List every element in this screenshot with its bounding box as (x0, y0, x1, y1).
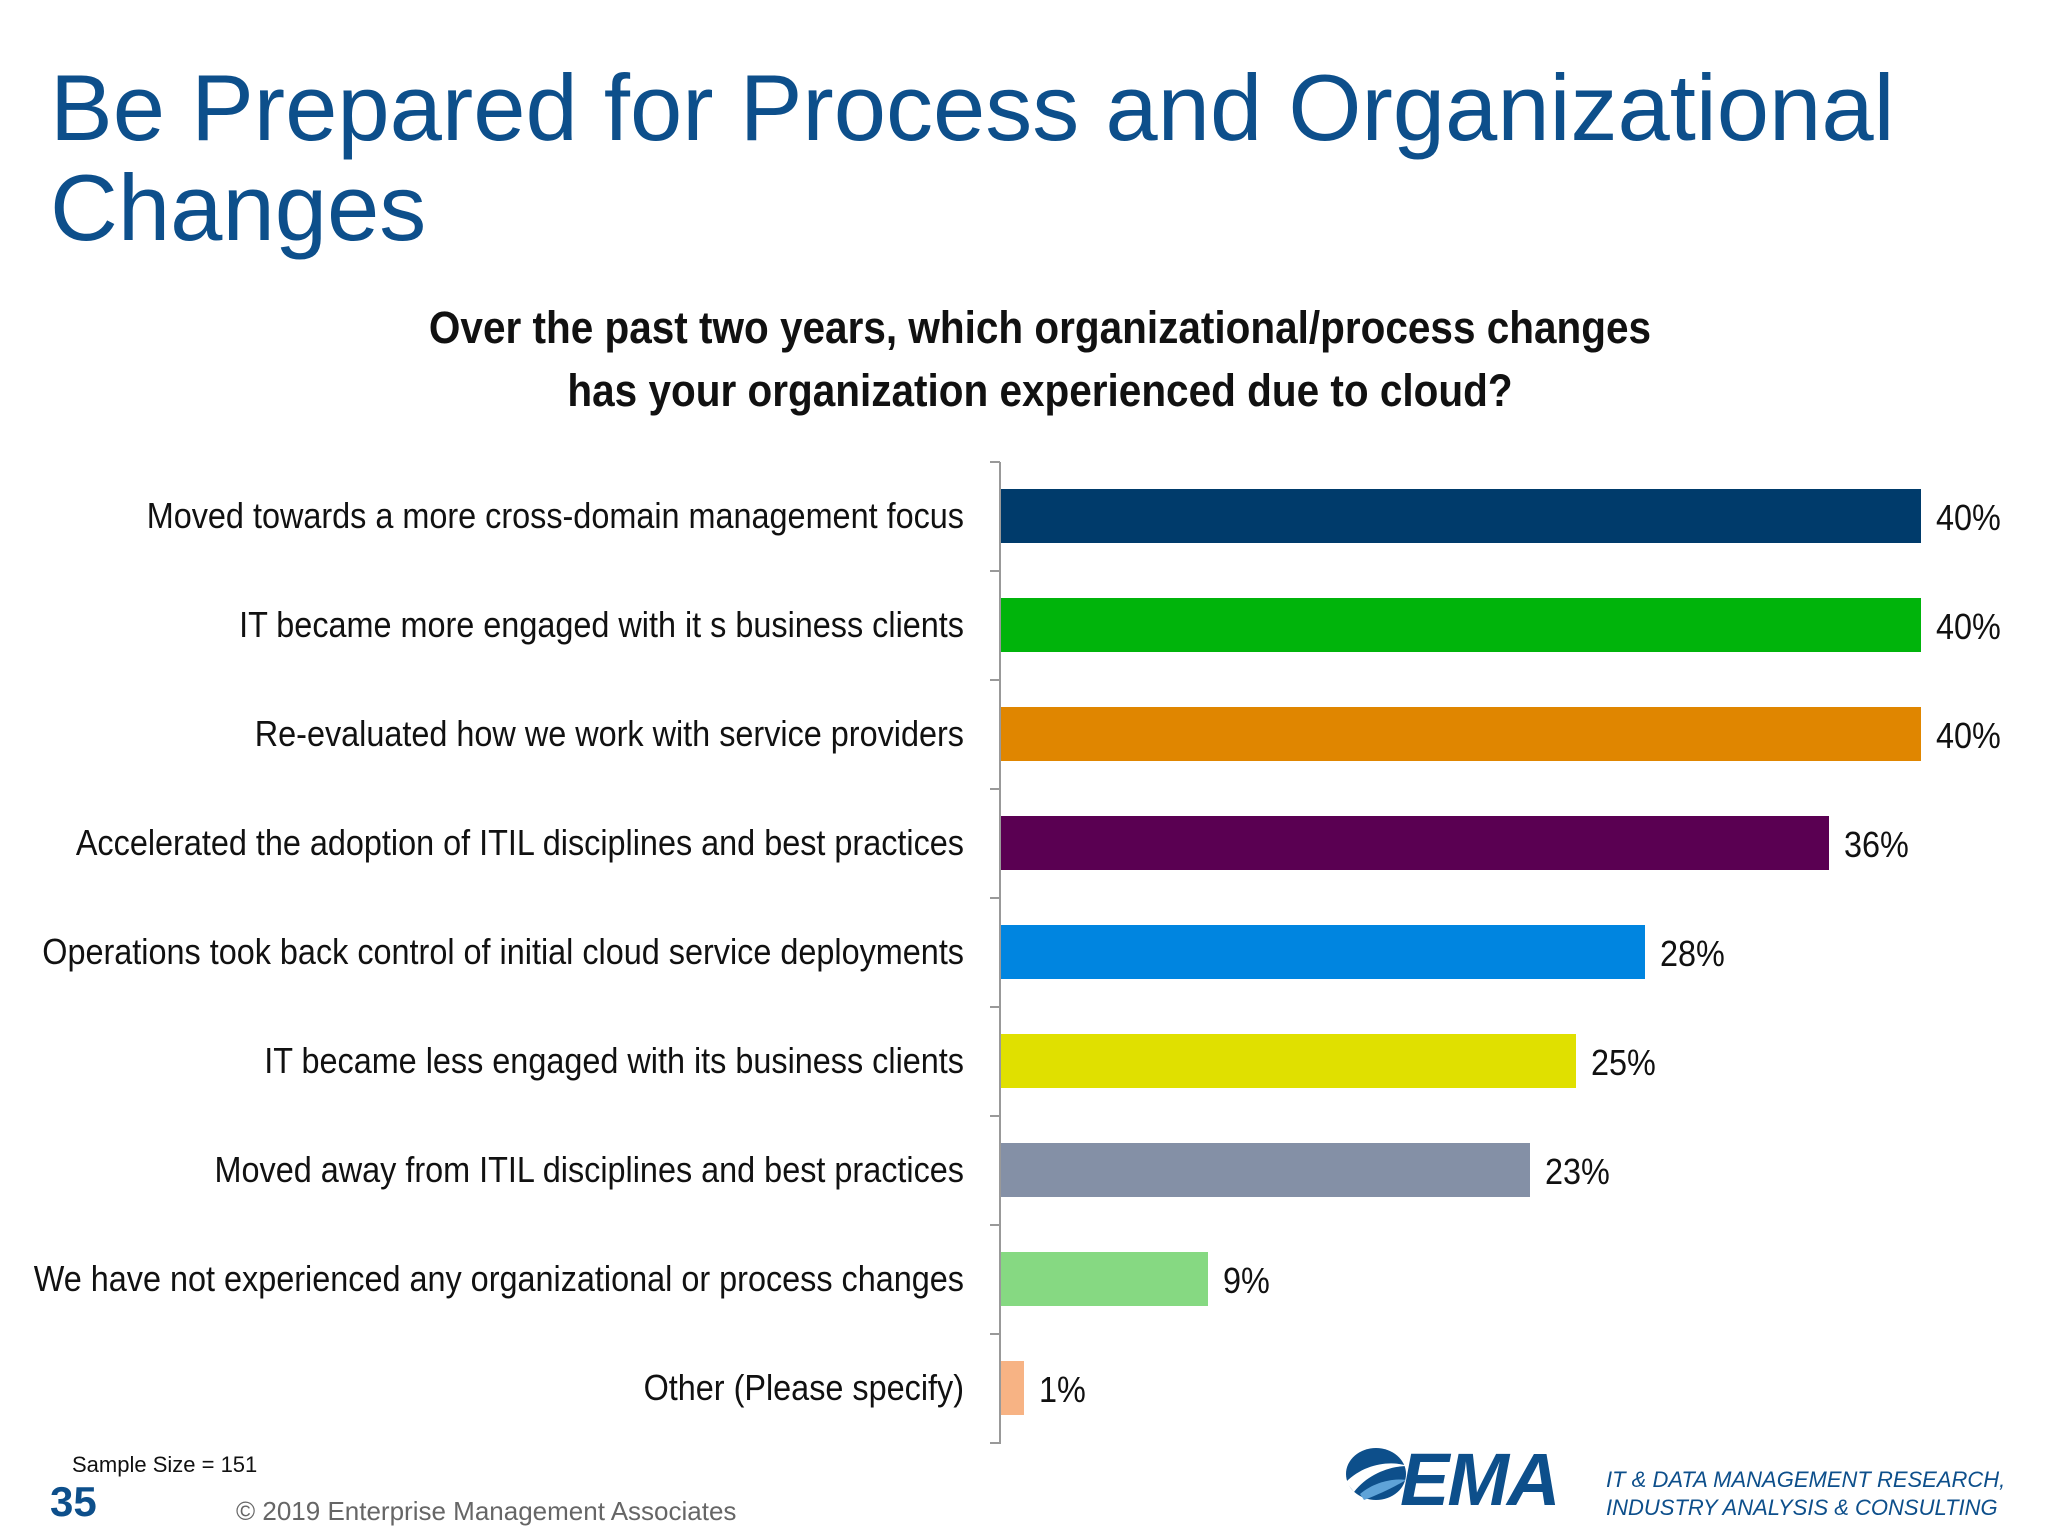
chart-title-line-2: has your organization experienced due to… (567, 365, 1513, 416)
copyright-notice: © 2019 Enterprise Management Associates (236, 1496, 737, 1526)
chart-title: Over the past two years, which organizat… (410, 296, 1670, 422)
slide-title: Be Prepared for Process and Organization… (50, 55, 1895, 260)
category-label: IT became more engaged with it s busines… (239, 605, 964, 645)
ema-logo: EMA (1340, 1440, 1580, 1520)
category-label: Accelerated the adoption of ITIL discipl… (76, 823, 964, 863)
category-label: Re-evaluated how we work with service pr… (255, 714, 964, 754)
category-label: IT became less engaged with its business… (264, 1041, 964, 1081)
sample-size-note: Sample Size = 151 (72, 1452, 258, 1477)
category-label: We have not experienced any organization… (34, 1259, 964, 1299)
value-label: 25% (1591, 1043, 1656, 1083)
page-number: 35 (50, 1478, 97, 1525)
bar (1001, 707, 1921, 761)
tagline: IT & DATA MANAGEMENT RESEARCH, INDUSTRY … (1606, 1466, 2036, 1522)
value-label: 36% (1844, 825, 1909, 865)
tagline-line-1: IT & DATA MANAGEMENT RESEARCH, (1606, 1467, 2006, 1492)
category-label: Operations took back control of initial … (42, 932, 964, 972)
bar (1001, 816, 1829, 870)
bar (1001, 489, 1921, 543)
ema-logo-text: EMA (1400, 1438, 1560, 1521)
category-label: Moved away from ITIL disciplines and bes… (215, 1150, 964, 1190)
value-label: 40% (1936, 498, 2001, 538)
value-label: 28% (1660, 934, 1725, 974)
value-label: 9% (1223, 1261, 1270, 1301)
category-label: Moved towards a more cross-domain manage… (147, 496, 964, 536)
bar (1001, 1361, 1024, 1415)
value-label: 40% (1936, 716, 2001, 756)
ema-logo-swoosh-icon (1346, 1448, 1408, 1500)
value-label: 23% (1545, 1152, 1610, 1192)
tagline-line-2: INDUSTRY ANALYSIS & CONSULTING (1606, 1495, 1998, 1520)
bar (1001, 1034, 1576, 1088)
value-label: 1% (1039, 1370, 1086, 1410)
value-label: 40% (1936, 607, 2001, 647)
bar (1001, 925, 1645, 979)
category-label: Other (Please specify) (644, 1368, 964, 1408)
bar (1001, 1143, 1530, 1197)
bar (1001, 598, 1921, 652)
chart-title-line-1: Over the past two years, which organizat… (428, 302, 1652, 353)
bar (1001, 1252, 1208, 1306)
